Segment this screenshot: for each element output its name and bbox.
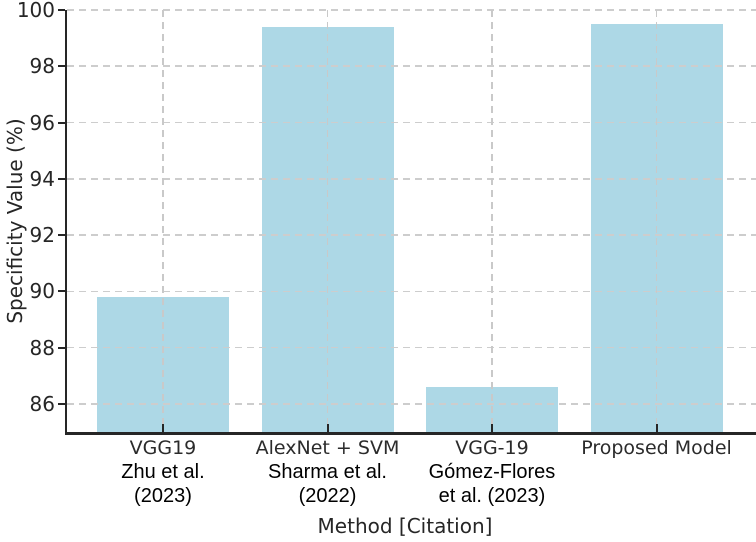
y-axis-spine [65, 10, 67, 435]
y-tick-label: 90 [29, 279, 55, 304]
y-tick-mark [58, 177, 65, 180]
y-tick-mark [58, 234, 65, 237]
y-tick-label: 88 [29, 335, 55, 360]
y-tick-label: 96 [29, 110, 55, 135]
horizontal-gridline [67, 234, 756, 236]
horizontal-gridline [67, 346, 756, 349]
x-tick-mark [655, 424, 658, 432]
x-tick-label: AlexNet + SVM Sharma et al. (2022) [256, 437, 400, 508]
method-name: AlexNet + SVM [255, 437, 400, 459]
x-tick-label: VGG19 Zhu et al. (2023) [121, 437, 204, 508]
citation-line: (2023) [134, 485, 192, 507]
citation-line: et al. (2023) [438, 485, 546, 507]
y-tick-label: 100 [16, 0, 55, 22]
plot-area [65, 9, 756, 435]
method-name: VGG-19 [455, 437, 529, 459]
vertical-gridline [655, 10, 658, 432]
y-tick-mark [58, 346, 65, 349]
y-tick-label: 92 [29, 223, 55, 248]
citation-line: Gómez-Flores [428, 461, 556, 483]
y-tick-label: 98 [29, 54, 55, 79]
vertical-gridline [162, 10, 164, 432]
y-tick-mark [58, 65, 65, 68]
y-tick-mark [58, 121, 65, 124]
citation-line: (2022) [298, 485, 357, 507]
x-tick-mark [490, 424, 493, 432]
y-tick-mark [58, 9, 65, 11]
x-tick-label: Proposed Model [581, 437, 732, 460]
x-axis-spine [65, 432, 756, 435]
y-tick-label: 86 [29, 391, 55, 416]
vertical-gridline [326, 10, 329, 432]
y-tick-label: 94 [29, 166, 55, 191]
y-tick-mark [58, 290, 65, 293]
horizontal-gridline [67, 65, 756, 68]
x-tick-mark [161, 424, 164, 432]
y-tick-mark [58, 402, 65, 405]
citation-line: Zhu et al. [121, 461, 205, 483]
x-tick-label: VGG-19 Gómez-Flores et al. (2023) [429, 437, 556, 508]
method-name: Proposed Model [581, 437, 732, 459]
horizontal-gridline [67, 9, 756, 11]
vertical-gridline [491, 10, 493, 432]
horizontal-gridline [67, 290, 756, 293]
citation-line: Sharma et al. [268, 461, 387, 483]
horizontal-gridline [67, 178, 756, 180]
horizontal-gridline [67, 403, 756, 405]
horizontal-gridline [67, 121, 756, 124]
x-tick-mark [326, 424, 329, 432]
x-axis-label: Method [Citation] [317, 514, 493, 538]
method-name: VGG19 [129, 437, 197, 459]
